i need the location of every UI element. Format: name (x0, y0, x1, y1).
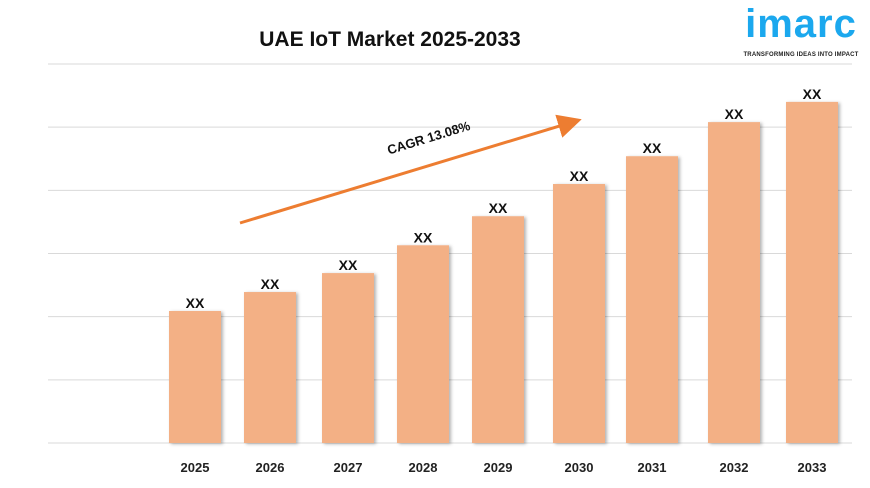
chart-title: UAE IoT Market 2025-2033 (259, 28, 521, 51)
logo-tagline: TRANSFORMING IDEAS INTO IMPACT (743, 52, 859, 58)
data-label: XX (570, 168, 589, 184)
data-label: XX (339, 257, 358, 273)
x-tick-label: 2025 (181, 460, 210, 475)
logo-text: imarc (745, 2, 857, 46)
cagr-label: CAGR 13.08% (385, 118, 472, 158)
x-tick-label: 2026 (256, 460, 285, 475)
bar-2025 (169, 310, 221, 443)
bar-2031 (626, 156, 678, 443)
x-tick-label: 2027 (334, 460, 363, 475)
x-tick-label: 2031 (638, 460, 667, 475)
bar-2030 (553, 184, 605, 443)
bar-2032 (708, 122, 760, 443)
bar-2028 (397, 245, 449, 443)
bar-2026 (244, 292, 296, 443)
x-tick-label: 2033 (798, 460, 827, 475)
x-tick-label: 2028 (409, 460, 438, 475)
x-tick-label: 2029 (484, 460, 513, 475)
bar-2029 (472, 216, 524, 443)
data-label: XX (414, 229, 433, 245)
x-tick-label: 2030 (565, 460, 594, 475)
x-tick-label: 2032 (720, 460, 749, 475)
bar-2033 (786, 101, 838, 444)
data-label: XX (643, 140, 662, 156)
data-label: XX (186, 295, 205, 311)
data-label: XX (803, 86, 822, 102)
data-label: XX (725, 106, 744, 122)
data-label: XX (489, 200, 508, 216)
imarc-logo: imarc TRANSFORMING IDEAS INTO IMPACT (736, 0, 866, 60)
data-label: XX (261, 276, 280, 292)
bar-2027 (322, 273, 374, 443)
cagr-arrow (239, 114, 582, 225)
